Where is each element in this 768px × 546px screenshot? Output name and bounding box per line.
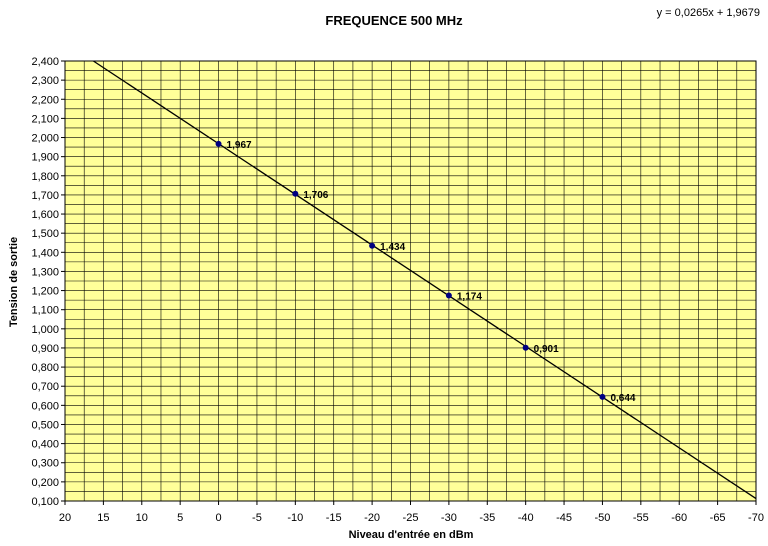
trendline <box>93 60 757 500</box>
y-tick-label: 0,400 <box>31 439 59 451</box>
y-tick-label: 1,900 <box>31 152 59 164</box>
trendline-path <box>93 60 757 500</box>
data-label: 1,434 <box>380 242 405 253</box>
y-tick-label: 1,800 <box>31 171 59 183</box>
y-axis-ticks: 0,100 0,200 0,300 0,400 0,500 0,600 0,700 0,800… <box>31 56 65 508</box>
x-tick-label: -30 <box>441 512 457 524</box>
y-tick-label: 0,900 <box>31 343 59 355</box>
y-tick-label: 1,700 <box>31 190 59 202</box>
x-tick-label: -10 <box>287 512 303 524</box>
data-point <box>369 242 376 249</box>
y-tick-label: 0,200 <box>31 477 59 489</box>
data-point <box>599 393 606 400</box>
x-tick-label: -20 <box>364 512 380 524</box>
y-tick-label: 1,500 <box>31 228 59 240</box>
y-tick-label: 1,000 <box>31 324 59 336</box>
y-tick-label: 0,800 <box>31 362 59 374</box>
x-tick-label: 15 <box>97 512 109 524</box>
chart-title: FREQUENCE 500 MHz <box>325 13 463 28</box>
x-tick-label: -45 <box>556 512 572 524</box>
x-tick-label: -5 <box>252 512 262 524</box>
data-label: 1,967 <box>227 140 252 151</box>
x-tick-label: -15 <box>326 512 342 524</box>
data-point <box>522 344 529 351</box>
x-tick-label: -65 <box>710 512 726 524</box>
y-tick-label: 2,200 <box>31 94 59 106</box>
x-axis-ticks: 20 15 10 5 0 -5 -10 -15 -20 -25 -30 -35 -40 -45 -50 -55… <box>59 501 764 524</box>
y-tick-label: 2,400 <box>31 56 59 68</box>
x-tick-label: -60 <box>671 512 687 524</box>
y-tick-label: 1,300 <box>31 266 59 278</box>
grid <box>65 61 756 501</box>
y-tick-label: 2,300 <box>31 75 59 87</box>
data-label: 0,644 <box>610 393 635 404</box>
data-point <box>215 140 222 147</box>
data-point <box>445 292 452 299</box>
x-tick-label: 5 <box>177 512 183 524</box>
y-tick-label: 2,000 <box>31 133 59 145</box>
data-point <box>292 190 299 197</box>
trendline-equation: y = 0,0265x + 1,9679 <box>657 7 760 19</box>
data-label: 1,706 <box>303 190 328 201</box>
x-tick-label: -25 <box>403 512 419 524</box>
y-tick-label: 1,400 <box>31 247 59 259</box>
x-tick-label: 20 <box>59 512 71 524</box>
x-tick-label: 0 <box>215 512 221 524</box>
y-tick-label: 0,100 <box>31 496 59 508</box>
y-axis-label: Tension de sortie <box>8 237 20 327</box>
x-tick-label: 10 <box>136 512 148 524</box>
data-label: 1,174 <box>457 292 482 303</box>
data-points: 1,967 1,706 1,434 1,174 0,901 0,644 <box>215 140 636 404</box>
x-tick-label: -55 <box>633 512 649 524</box>
y-tick-label: 1,200 <box>31 286 59 298</box>
y-tick-label: 0,600 <box>31 400 59 412</box>
x-axis-label: Niveau d'entrée en dBm <box>349 529 474 541</box>
y-tick-label: 0,500 <box>31 419 59 431</box>
data-label: 0,901 <box>534 344 559 355</box>
x-tick-label: -35 <box>479 512 495 524</box>
x-tick-label: -50 <box>594 512 610 524</box>
y-tick-label: 1,100 <box>31 305 59 317</box>
y-tick-label: 0,700 <box>31 381 59 393</box>
x-tick-label: -70 <box>748 512 764 524</box>
y-tick-label: 0,300 <box>31 458 59 470</box>
y-tick-label: 2,100 <box>31 113 59 125</box>
x-tick-label: -40 <box>518 512 534 524</box>
y-tick-label: 1,600 <box>31 209 59 221</box>
